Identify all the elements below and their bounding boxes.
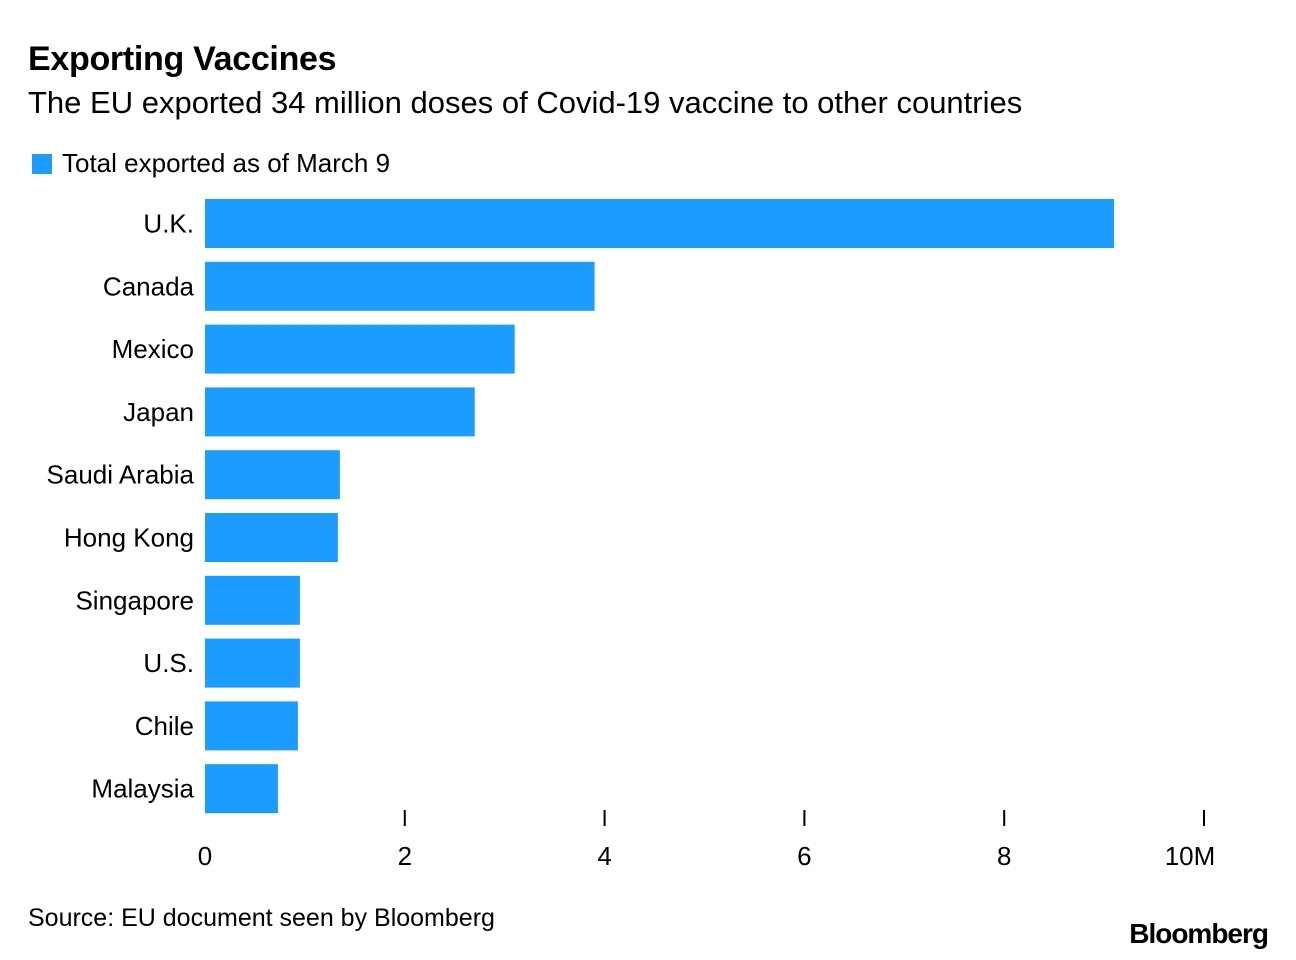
x-tick-label: 4 — [597, 841, 611, 871]
bar — [205, 764, 278, 814]
category-label: Mexico — [112, 334, 194, 364]
category-label: Chile — [135, 711, 194, 741]
chart-title: Exporting Vaccines — [28, 40, 337, 78]
bloomberg-logo: Bloomberg — [1129, 918, 1269, 949]
legend-label: Total exported as of March 9 — [62, 148, 391, 178]
category-label: Malaysia — [91, 774, 194, 804]
bar — [205, 575, 300, 625]
bar — [205, 450, 340, 500]
bar — [205, 324, 515, 374]
chart-subtitle: The EU exported 34 million doses of Covi… — [28, 85, 1023, 120]
category-label: Singapore — [75, 585, 194, 615]
category-label: U.S. — [143, 648, 194, 678]
category-label: Japan — [123, 397, 194, 427]
category-label: Canada — [103, 271, 195, 301]
bar — [205, 701, 298, 751]
category-label: Saudi Arabia — [47, 460, 195, 490]
bar-chart: U.K. Canada Mexico Japan Saudi Arabia Hong Ko… — [47, 199, 1216, 871]
category-label: U.K. — [143, 209, 194, 239]
x-tick-label: 6 — [797, 841, 811, 871]
x-tick-label: 2 — [398, 841, 412, 871]
category-label: Hong Kong — [64, 523, 194, 553]
bar — [205, 513, 338, 562]
x-tick-label: 8 — [997, 841, 1011, 871]
x-tick-label: 0 — [198, 841, 212, 871]
bar — [205, 638, 300, 688]
bar — [205, 387, 475, 437]
bar — [205, 199, 1115, 248]
legend: Total exported as of March 9 — [32, 148, 390, 179]
x-tick-label: 10M — [1165, 841, 1216, 871]
bar — [205, 261, 595, 311]
legend-swatch — [32, 153, 52, 174]
source-note: Source: EU document seen by Bloomberg — [28, 904, 495, 932]
